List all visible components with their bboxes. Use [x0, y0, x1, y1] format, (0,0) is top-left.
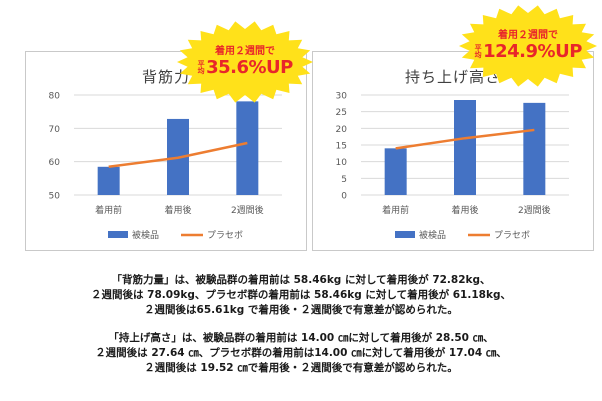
- burst-badge-back-strength: 着用２週間で 平均 35.6%UP: [176, 20, 314, 104]
- description-line: 「背筋力量」は、被験品群の着用前は 58.46kg に対して着用後が 72.82…: [111, 274, 491, 286]
- burst-value: 124.9%UP: [483, 41, 582, 62]
- description-line: 「持上げ高さ」は、被験品群の着用前は 14.00 ㎝に対して着用後が 28.50…: [108, 332, 494, 344]
- burst-caption: 着用２週間で: [215, 46, 275, 57]
- legend-label: 被検品: [132, 229, 159, 241]
- legend-swatch-bar: [108, 231, 128, 238]
- chart-title: 背筋力: [141, 68, 190, 86]
- legend-label: プラセボ: [494, 230, 530, 241]
- burst-caption: 着用２週間で: [498, 30, 558, 41]
- burst-badge-lift-height: 着用２週間で 平均 124.9%UP: [458, 4, 598, 88]
- burst-polygon: [459, 5, 597, 87]
- burst-average-label: 平均: [474, 44, 482, 59]
- y-tick-label: 10: [336, 158, 348, 168]
- legend-label: プラセボ: [207, 230, 243, 241]
- bar: [97, 166, 120, 195]
- description-line: ２週間後は 78.09kg、プラセボ群の着用前は 58.46kg に対して着用後…: [91, 289, 511, 301]
- y-tick-label: 60: [49, 158, 61, 168]
- burst-average-label: 平均: [197, 60, 205, 75]
- y-tick-label: 25: [336, 108, 347, 118]
- x-tick-label: 着用後: [164, 204, 191, 216]
- y-tick-label: 5: [341, 175, 347, 185]
- starburst-shape: [459, 5, 597, 87]
- x-tick-label: 着用前: [382, 204, 409, 216]
- legend-label: 被検品: [419, 229, 446, 241]
- description-line: ２週間後は65.61kg で着用後・２週間後で有意差が認められた。: [144, 304, 458, 316]
- description-line: ２週間後は 19.52 ㎝で着用後・２週間後で有意差が認められた。: [144, 362, 458, 374]
- description-line: ２週間後は 27.64 ㎝、プラセボ群の着用前は14.00 ㎝に対して着用後が …: [95, 347, 507, 359]
- x-tick-label: 2週間後: [518, 204, 551, 216]
- chart-title: 持ち上げ高さ: [404, 68, 501, 86]
- burst-value: 35.6%UP: [206, 57, 293, 78]
- legend-swatch-bar: [395, 231, 415, 238]
- y-tick-label: 15: [336, 142, 347, 152]
- y-tick-label: 0: [341, 192, 347, 202]
- bar: [384, 148, 407, 195]
- y-tick-label: 80: [49, 92, 61, 102]
- starburst-shape: [177, 21, 313, 103]
- burst-polygon: [177, 21, 313, 103]
- chart-panel-lift-height: 持ち上げ高さ 0 5 10 15 20 25 30 着用前 着用後 2週間後被検品 プラセボ: [312, 51, 594, 251]
- description-back-strength: 「背筋力量」は、被験品群の着用前は 58.46kg に対して着用後が 72.82…: [0, 273, 602, 318]
- x-tick-label: 2週間後: [231, 204, 264, 216]
- y-tick-label: 30: [336, 92, 348, 102]
- y-tick-label: 50: [49, 192, 61, 202]
- y-tick-label: 70: [49, 125, 61, 135]
- x-tick-label: 着用後: [451, 204, 478, 216]
- y-tick-label: 20: [336, 125, 348, 135]
- bar: [523, 102, 546, 195]
- bar: [236, 101, 259, 195]
- description-lift-height: 「持上げ高さ」は、被験品群の着用前は 14.00 ㎝に対して着用後が 28.50…: [0, 331, 602, 376]
- x-tick-label: 着用前: [95, 204, 122, 216]
- bar: [454, 100, 476, 195]
